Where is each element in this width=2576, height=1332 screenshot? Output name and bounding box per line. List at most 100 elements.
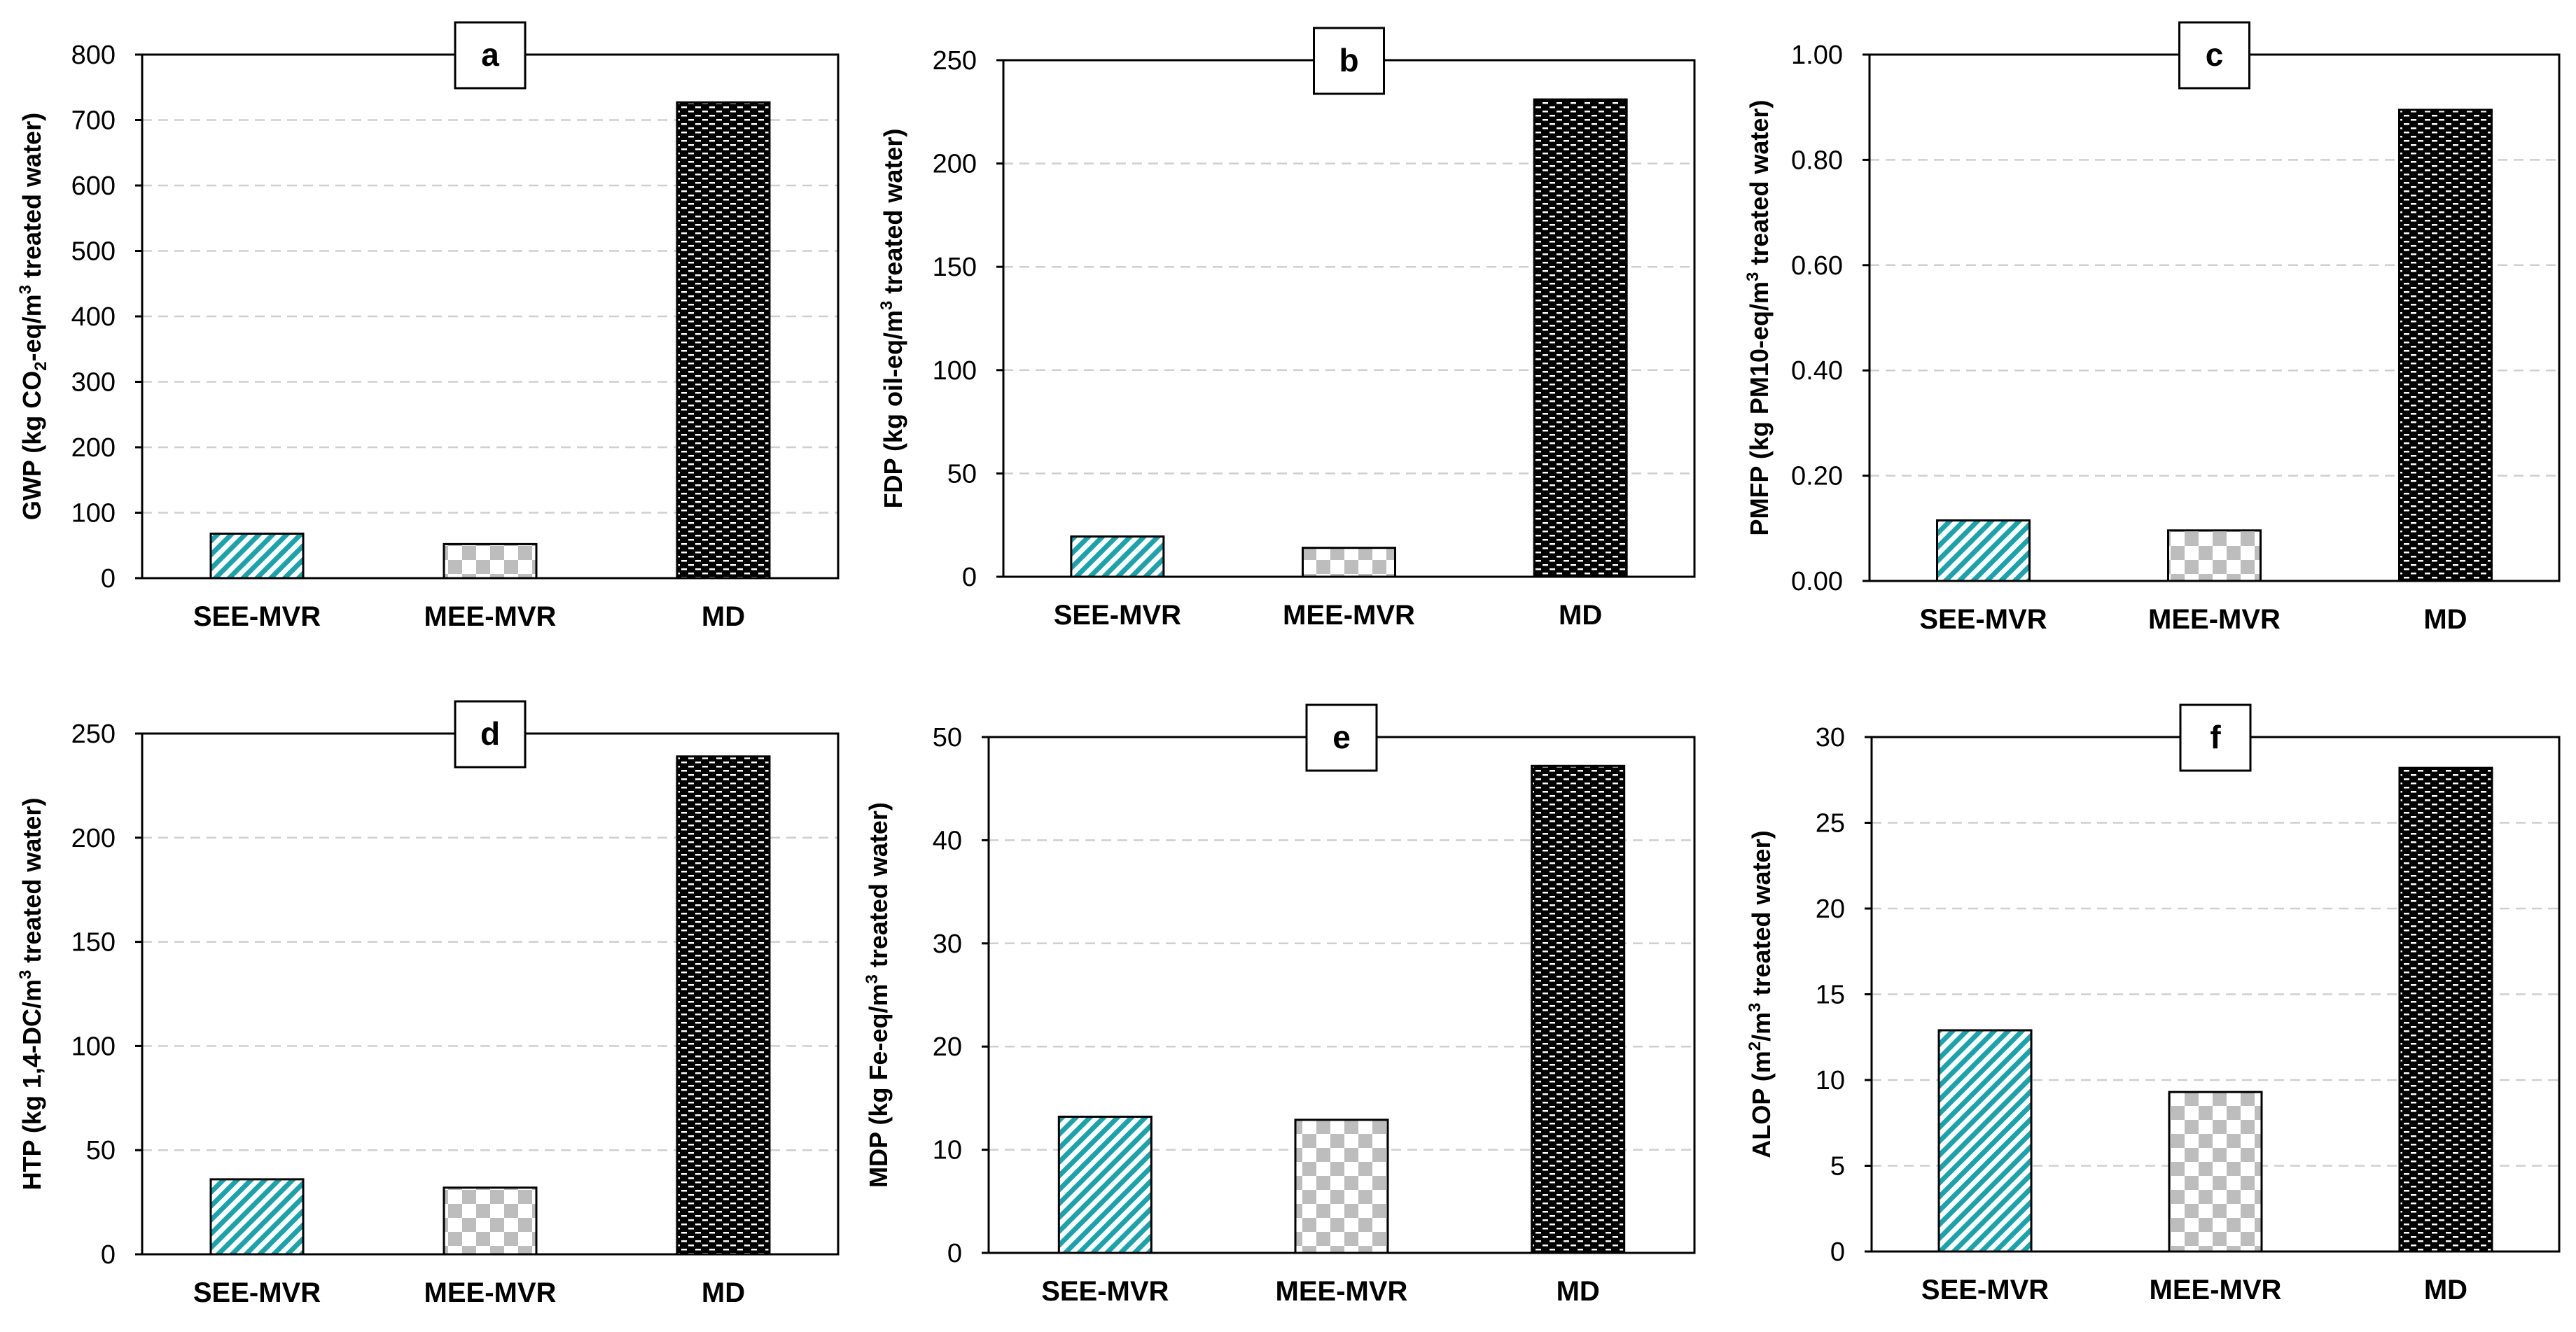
bar-md: [676, 755, 771, 1256]
y-tick-label: 0: [1830, 1238, 1845, 1267]
y-tick-label: 0.80: [1791, 146, 1843, 175]
bar-md: [676, 101, 771, 580]
panel-label: a: [481, 36, 499, 73]
bar-md: [2398, 766, 2493, 1253]
x-tick-label: MD: [1557, 1276, 1600, 1307]
panel-d: SEE-MVR MEE-MVR MD 0 50 100 150 200 250 HTP (kg 1…: [16, 700, 840, 1308]
y-tick-label: 0: [101, 564, 116, 594]
x-tick-label: SEE-MVR: [1919, 604, 2047, 635]
panel-label: b: [1339, 42, 1358, 78]
y-tick-label: 40: [933, 826, 962, 855]
bar-see-mvr: [1057, 1115, 1153, 1254]
panel-label: f: [2210, 719, 2221, 755]
y-axis-label: GWP (kg CO2-eq/m3 treated water): [16, 113, 50, 520]
y-tick-label: 0.40: [1791, 356, 1843, 386]
bar-see-mvr: [1936, 519, 2031, 582]
y-tick-label: 200: [933, 150, 977, 179]
bar-mee-mvr: [443, 1186, 538, 1256]
y-tick-label: 0.20: [1791, 462, 1843, 491]
y-tick-label: 25: [1816, 809, 1845, 839]
panel-label-box: [1313, 27, 1385, 95]
bar-see-mvr: [209, 1178, 305, 1256]
panel-label-box: [1305, 703, 1378, 772]
bar-md: [1531, 764, 1626, 1254]
y-tick-label: 50: [933, 723, 962, 752]
y-tick-label: 5: [1830, 1152, 1845, 1182]
y-tick-label: 600: [71, 171, 116, 201]
bar-mee-mvr: [2167, 529, 2262, 582]
x-tick-label: MD: [2423, 604, 2467, 635]
y-tick-label: 200: [71, 433, 116, 463]
y-tick-label: 0: [962, 563, 977, 592]
y-tick-label: 150: [71, 928, 116, 958]
y-tick-label: 0.60: [1791, 251, 1843, 281]
x-tick-label: MEE-MVR: [424, 601, 557, 632]
y-tick-label: 30: [933, 930, 962, 959]
panel-label-box: [2178, 21, 2250, 90]
x-tick-label: MEE-MVR: [1283, 600, 1415, 631]
bar-see-mvr: [209, 532, 305, 580]
y-tick-label: 250: [933, 46, 977, 76]
bar-see-mvr: [1070, 535, 1165, 578]
y-tick-label: 700: [71, 106, 116, 136]
y-tick-label: 250: [71, 720, 116, 749]
x-tick-label: MEE-MVR: [2150, 1275, 2282, 1305]
y-tick-label: 1.00: [1791, 41, 1843, 70]
y-axis-label: FDP (kg oil-eq/m3 treated water): [877, 129, 907, 509]
panel-label: c: [2206, 36, 2224, 73]
y-tick-label: 10: [933, 1136, 962, 1165]
y-tick-label: 800: [71, 41, 116, 70]
y-tick-label: 200: [71, 824, 116, 853]
y-tick-label: 500: [71, 237, 116, 267]
y-axis-label: ALOP (m2/m3 treated water): [1746, 830, 1776, 1158]
y-tick-label: 50: [947, 459, 977, 489]
y-axis-label: MDP (kg Fe-eq/m3 treated water): [863, 802, 893, 1188]
panel-label-box: [2179, 703, 2252, 772]
y-axis-label: HTP (kg 1,4-DC/m3 treated water): [16, 798, 46, 1191]
y-tick-label: 0.00: [1791, 567, 1843, 596]
x-tick-label: MEE-MVR: [2148, 604, 2281, 635]
x-tick-label: SEE-MVR: [1921, 1275, 2049, 1305]
panel-b: SEE-MVR MEE-MVR MD 0 50 100 150 200 250 FDP (kg o…: [877, 27, 1696, 631]
panel-label: d: [480, 715, 500, 752]
y-tick-label: 300: [71, 368, 116, 398]
y-tick-label: 0: [101, 1240, 116, 1270]
x-tick-label: SEE-MVR: [1054, 600, 1181, 631]
panel-e: SEE-MVR MEE-MVR MD 0 10 20 30 40 50 MDP (kg Fe-eq…: [863, 703, 1696, 1307]
bar-mee-mvr: [443, 542, 538, 580]
x-tick-label: SEE-MVR: [1041, 1276, 1169, 1307]
y-axis-label: PMFP (kg PM10-eq/m3 treated water): [1743, 100, 1774, 536]
y-tick-label: 20: [1816, 895, 1845, 924]
y-tick-label: 400: [71, 302, 116, 332]
x-tick-label: MD: [702, 1277, 745, 1308]
y-tick-label: 20: [933, 1032, 962, 1062]
y-tick-label: 100: [71, 499, 116, 528]
panel-label-box: [454, 21, 527, 90]
x-tick-label: MD: [702, 601, 745, 632]
y-tick-label: 0: [947, 1239, 962, 1268]
panel-f: SEE-MVR MEE-MVR MD 0 5 10 15 20 25 30 ALOP (m2/m3 …: [1746, 703, 2561, 1305]
bar-mee-mvr: [1302, 547, 1396, 578]
bar-mee-mvr: [1294, 1119, 1389, 1254]
y-tick-label: 100: [933, 356, 977, 386]
y-tick-label: 100: [71, 1032, 116, 1061]
panel-c: SEE-MVR MEE-MVR MD 0.00 0.20 0.40 0.60 0.80 1.00…: [1743, 21, 2561, 635]
y-tick-label: 150: [933, 253, 977, 282]
x-tick-label: MD: [2424, 1275, 2467, 1305]
x-tick-label: SEE-MVR: [193, 601, 321, 632]
y-tick-label: 10: [1816, 1066, 1845, 1095]
bar-see-mvr: [1937, 1029, 2033, 1253]
x-tick-label: MEE-MVR: [1276, 1276, 1408, 1307]
y-tick-label: 30: [1816, 723, 1845, 752]
y-tick-label: 50: [86, 1136, 116, 1165]
x-tick-label: SEE-MVR: [193, 1277, 321, 1308]
x-tick-label: MD: [1559, 600, 1602, 631]
bar-mee-mvr: [2168, 1091, 2263, 1253]
panel-a: SEE-MVR MEE-MVR MD 0 100 200 300 400 500 600 700 80…: [16, 21, 840, 632]
x-tick-label: MEE-MVR: [424, 1277, 557, 1308]
panel-label: e: [1332, 719, 1351, 755]
bar-md: [2397, 108, 2493, 582]
bar-md: [1533, 98, 1628, 578]
panel-label-box: [454, 700, 527, 769]
